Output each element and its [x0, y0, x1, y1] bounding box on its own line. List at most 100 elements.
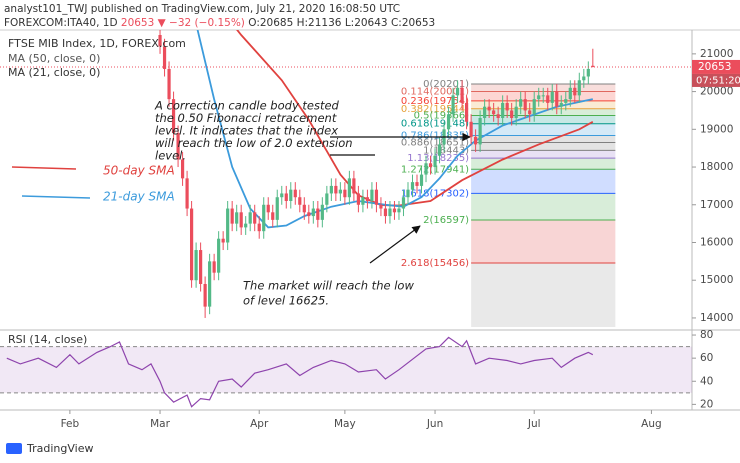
- rsi-band: [0, 346, 692, 393]
- y-tick-label: 18000: [700, 161, 733, 173]
- candle-body: [302, 204, 306, 213]
- candle-body: [171, 99, 176, 134]
- annotation: The market will reach the low: [243, 279, 414, 293]
- candle-body: [564, 99, 568, 103]
- candle-body: [226, 208, 230, 243]
- y-tick-label: 17000: [700, 199, 733, 211]
- candle-body: [194, 250, 198, 281]
- annotation: will reach the low of 2.0 extension: [155, 136, 353, 150]
- candle-body: [397, 208, 401, 213]
- candle-body: [329, 185, 333, 194]
- x-tick-label: Feb: [61, 418, 80, 430]
- rsi-line: [6, 336, 594, 408]
- candle-body: [415, 182, 419, 186]
- sma21-key: [21, 195, 91, 199]
- candle-body: [334, 185, 338, 194]
- candle-body: [176, 133, 180, 160]
- candle-body: [505, 102, 509, 111]
- candle-body: [289, 189, 293, 201]
- candle-body: [428, 163, 433, 168]
- fib-band: [471, 263, 616, 327]
- candle-body: [230, 208, 234, 224]
- open: O:20685: [248, 17, 293, 29]
- candle-body: [370, 189, 374, 201]
- candle-body: [212, 261, 216, 273]
- last: 20653: [121, 17, 154, 29]
- y-tick-label: 20000: [700, 86, 733, 98]
- price-tag-label: 20653: [698, 61, 731, 73]
- y-tick-label: 15000: [700, 274, 733, 286]
- candle-body: [253, 212, 257, 224]
- candle-body: [361, 197, 365, 205]
- fib-band: [471, 150, 616, 159]
- candle-body: [235, 212, 239, 224]
- candle-body: [437, 144, 442, 156]
- candle-body: [266, 204, 270, 213]
- candle-body: [559, 102, 563, 107]
- candle-body: [455, 87, 460, 96]
- axes: 14000 15000 16000 17000 18000 19000 20000 21000…: [61, 48, 740, 430]
- candle-body: [510, 110, 514, 118]
- candle-body: [248, 212, 252, 224]
- candle-body: [320, 204, 324, 220]
- low: L:20643: [345, 17, 388, 29]
- fib-label: 1(18443): [423, 145, 469, 156]
- x-tick-label: Jun: [426, 418, 443, 430]
- candle-body: [275, 197, 279, 220]
- candle-body: [379, 204, 383, 209]
- fib-band: [471, 193, 616, 220]
- logo-text: TradingView: [26, 442, 93, 455]
- candle-body: [410, 182, 415, 190]
- x-tick-label: Apr: [250, 418, 269, 430]
- rsi-tick-label: 40: [700, 375, 713, 387]
- candle-body: [519, 99, 523, 107]
- fib-label: 0(20201): [423, 79, 469, 90]
- symbol-line: FOREXCOM:ITA40, 1D 20653 ▼ −32 (−0.15%) …: [4, 17, 435, 29]
- candle-body: [203, 283, 207, 307]
- annotation: level. It indicates that the index: [155, 124, 338, 138]
- x-tick-label: Aug: [641, 418, 662, 430]
- candle-body: [591, 65, 595, 67]
- candle-body: [537, 95, 541, 100]
- y-tick-label: 16000: [700, 236, 733, 248]
- candle-body: [469, 121, 473, 137]
- close: C:20653: [391, 17, 435, 29]
- rsi-title: RSI (14, close): [8, 333, 87, 346]
- candle-body: [167, 68, 171, 100]
- candle-body: [546, 95, 550, 103]
- fib-label: 0.114(20001): [401, 87, 469, 98]
- candle-body: [523, 99, 527, 111]
- candle-body: [573, 87, 577, 96]
- candle-body: [501, 102, 505, 118]
- annotation: the 0.50 Fibonacci retracement: [155, 111, 337, 125]
- fib-band: [471, 219, 616, 264]
- candle-body: [577, 80, 581, 96]
- candle-body: [496, 114, 500, 118]
- time-tag-label: 07:51:20: [696, 75, 740, 86]
- candle-body: [392, 208, 397, 213]
- candle-body: [325, 193, 329, 205]
- candle-body: [221, 238, 225, 243]
- candle-body: [582, 76, 586, 81]
- candle-body: [244, 223, 248, 228]
- candle-body: [298, 197, 302, 205]
- candle-body: [433, 155, 437, 168]
- high: H:21136: [297, 17, 342, 29]
- candle-body: [401, 197, 406, 209]
- candle-body: [257, 223, 261, 232]
- candle-body: [474, 136, 478, 145]
- annotations: A correction candle body tested the 0.50…: [11, 99, 471, 308]
- x-tick-label: May: [334, 418, 356, 430]
- fib-band: [471, 123, 616, 136]
- logo: TradingView: [6, 442, 93, 455]
- candle-body: [180, 159, 185, 179]
- candle-body: [464, 102, 469, 122]
- fib-band: [471, 142, 616, 151]
- publisher: analyst101_TWJ published on TradingView.…: [4, 3, 400, 15]
- candle-body: [338, 189, 342, 194]
- symbol: FOREXCOM:ITA40, 1D: [4, 17, 118, 29]
- fib-label: 0.236(19754): [401, 96, 469, 107]
- candle-body: [383, 208, 388, 217]
- rsi-tick-label: 80: [700, 329, 713, 341]
- fib-label: 1.13(18235): [407, 153, 469, 164]
